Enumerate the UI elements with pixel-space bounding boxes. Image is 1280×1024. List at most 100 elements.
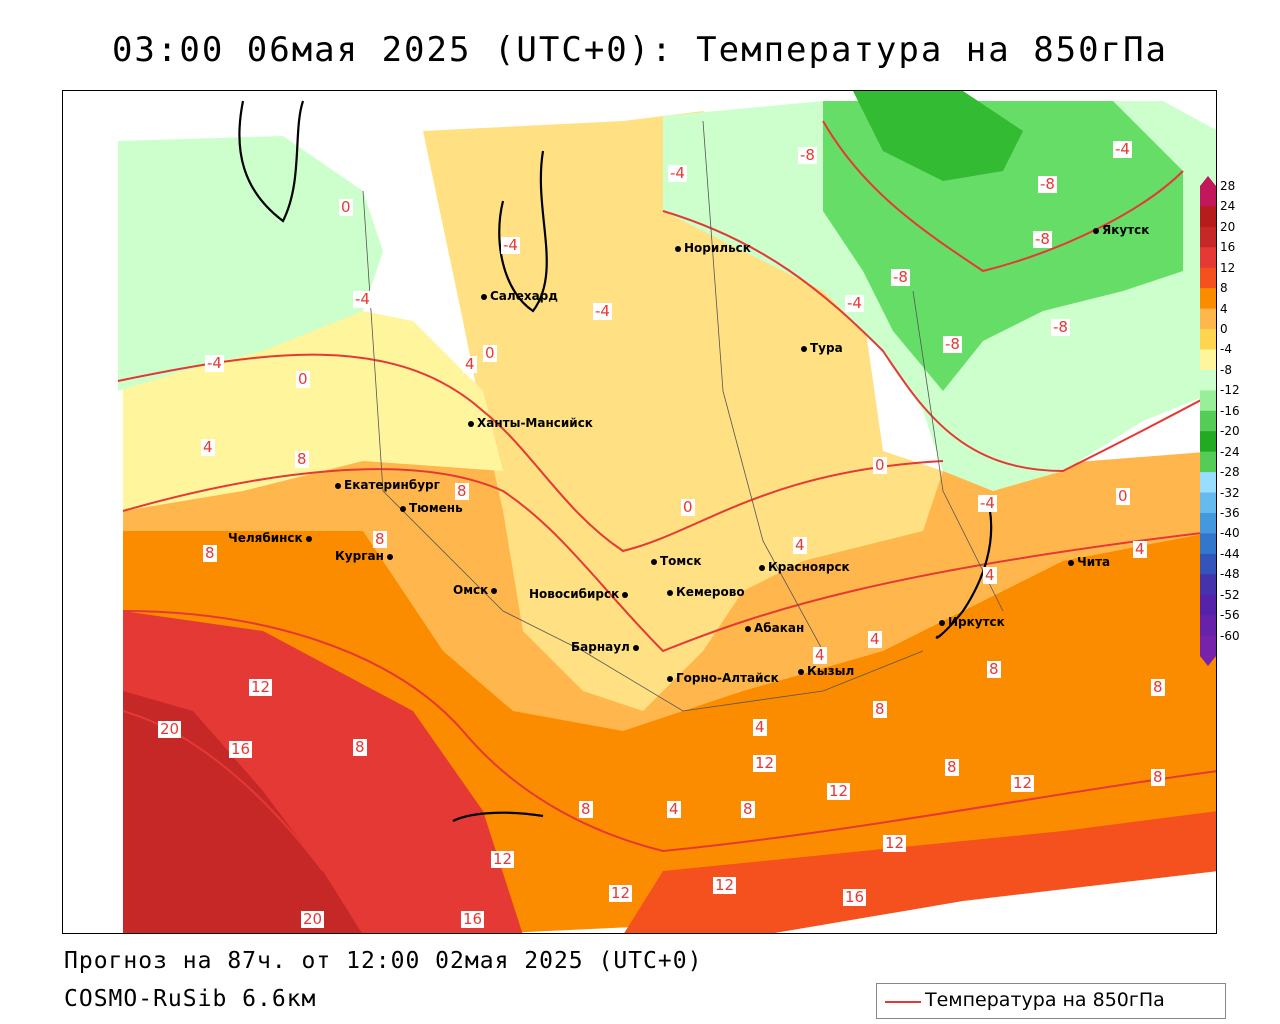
contour-label: 0 bbox=[483, 345, 497, 362]
colorbar-tick-label: -60 bbox=[1220, 630, 1240, 642]
colorbar-swatch bbox=[1200, 227, 1216, 248]
colorbar-tick-label: 24 bbox=[1220, 200, 1235, 212]
contour-label: -4 bbox=[978, 495, 997, 512]
colorbar-tick-label: -8 bbox=[1220, 364, 1232, 376]
colorbar bbox=[1200, 176, 1216, 666]
city-norilsk: Норильск bbox=[675, 241, 751, 255]
contour-label: -4 bbox=[845, 295, 864, 312]
colorbar-swatch bbox=[1200, 390, 1216, 411]
contour-label: 4 bbox=[201, 439, 215, 456]
colorbar-tick-label: -52 bbox=[1220, 589, 1240, 601]
city-barnaul: Барнаул bbox=[571, 640, 642, 654]
city-chita: Чита bbox=[1068, 555, 1110, 569]
colorbar-tick-label: 4 bbox=[1220, 303, 1228, 315]
city-krasnoyarsk: Красноярск bbox=[759, 560, 850, 574]
contour-label: -8 bbox=[1051, 319, 1070, 336]
contour-label: 8 bbox=[373, 531, 387, 548]
forecast-info: Прогноз на 87ч. от 12:00 02мая 2025 (UTC… bbox=[64, 948, 702, 974]
city-tura: Тура bbox=[801, 341, 843, 355]
contour-label: 4 bbox=[983, 567, 997, 584]
colorbar-swatch bbox=[1200, 288, 1216, 309]
contour-label: 0 bbox=[296, 371, 310, 388]
colorbar-tick-label: -32 bbox=[1220, 487, 1240, 499]
contour-label: -8 bbox=[1033, 231, 1052, 248]
contour-label: 12 bbox=[609, 885, 632, 902]
contour-label: -8 bbox=[943, 336, 962, 353]
city-omsk: Омск bbox=[453, 583, 500, 597]
colorbar-swatch bbox=[1200, 615, 1216, 636]
contour-label: 16 bbox=[229, 741, 252, 758]
contour-label: -4 bbox=[353, 291, 372, 308]
contour-label: -8 bbox=[798, 147, 817, 164]
colorbar-swatch bbox=[1200, 268, 1216, 289]
contour-label: -4 bbox=[1113, 141, 1132, 158]
colorbar-top-arrow bbox=[1200, 176, 1216, 186]
contour-label: 4 bbox=[753, 719, 767, 736]
city-gorno-altaysk: Горно-Алтайск bbox=[667, 671, 779, 685]
temperature-field bbox=[63, 91, 1217, 934]
colorbar-tick-label: -44 bbox=[1220, 548, 1240, 560]
city-kurgan: Курган bbox=[335, 549, 396, 563]
city-chelyabinsk: Челябинск bbox=[228, 531, 315, 545]
contour-label: 4 bbox=[463, 356, 477, 373]
colorbar-swatch bbox=[1200, 349, 1216, 370]
contour-label: 8 bbox=[455, 483, 469, 500]
map-area[interactable]: Норильск Якутск Салехард Тура Ханты-Манс… bbox=[62, 90, 1217, 934]
city-tyumen: Тюмень bbox=[400, 501, 463, 515]
city-salekhard: Салехард bbox=[481, 289, 558, 303]
contour-label: 0 bbox=[873, 457, 887, 474]
city-novosibirsk: Новосибирск bbox=[529, 587, 631, 601]
contour-label: 12 bbox=[827, 783, 850, 800]
colorbar-tick-label: -48 bbox=[1220, 568, 1240, 580]
colorbar-swatch bbox=[1200, 574, 1216, 595]
colorbar-swatch bbox=[1200, 206, 1216, 227]
colorbar-swatch bbox=[1200, 247, 1216, 268]
model-name: COSMO-RuSib 6.6км bbox=[64, 986, 316, 1012]
colorbar-swatch bbox=[1200, 309, 1216, 330]
legend-line-label: Температура на 850гПа bbox=[925, 989, 1165, 1011]
contour-label: 4 bbox=[667, 801, 681, 818]
contour-label: 12 bbox=[1011, 775, 1034, 792]
city-kyzyl: Кызыл bbox=[798, 664, 854, 678]
colorbar-swatch bbox=[1200, 452, 1216, 473]
colorbar-bottom-arrow bbox=[1200, 656, 1216, 666]
colorbar-tick-label: 16 bbox=[1220, 241, 1235, 253]
city-kemerovo: Кемерово bbox=[667, 585, 745, 599]
contour-label: 8 bbox=[295, 451, 309, 468]
colorbar-swatch bbox=[1200, 472, 1216, 493]
colorbar-swatch bbox=[1200, 329, 1216, 350]
colorbar-swatch bbox=[1200, 431, 1216, 452]
colorbar-swatch bbox=[1200, 493, 1216, 514]
colorbar-swatch bbox=[1200, 186, 1216, 207]
contour-label: 16 bbox=[843, 889, 866, 906]
contour-label: 8 bbox=[741, 801, 755, 818]
contour-label: 4 bbox=[793, 537, 807, 554]
contour-label: 8 bbox=[353, 739, 367, 756]
colorbar-tick-label: -20 bbox=[1220, 425, 1240, 437]
colorbar-swatch bbox=[1200, 533, 1216, 554]
colorbar-tick-label: -12 bbox=[1220, 384, 1240, 396]
city-irkutsk: Иркутск bbox=[939, 615, 1005, 629]
map-title: 03:00 06мая 2025 (UTC+0): Температура на… bbox=[0, 30, 1280, 70]
contour-label: -8 bbox=[1038, 176, 1057, 193]
colorbar-swatch bbox=[1200, 554, 1216, 575]
contour-label: 8 bbox=[1151, 769, 1165, 786]
contour-label: -4 bbox=[668, 165, 687, 182]
city-yekaterinburg: Екатеринбург bbox=[335, 478, 440, 492]
city-tomsk: Томск bbox=[651, 554, 702, 568]
contour-label: 8 bbox=[579, 801, 593, 818]
colorbar-swatch bbox=[1200, 636, 1216, 657]
colorbar-tick-label: 8 bbox=[1220, 282, 1228, 294]
colorbar-swatch bbox=[1200, 370, 1216, 391]
colorbar-tick-label: -36 bbox=[1220, 507, 1240, 519]
contour-label: -8 bbox=[891, 269, 910, 286]
contour-label: 0 bbox=[681, 499, 695, 516]
legend-line-swatch bbox=[885, 1001, 921, 1003]
colorbar-tick-label: 12 bbox=[1220, 262, 1235, 274]
contour-label: 0 bbox=[1116, 488, 1130, 505]
contour-label: 12 bbox=[713, 877, 736, 894]
colorbar-tick-label: -16 bbox=[1220, 405, 1240, 417]
contour-label: 12 bbox=[491, 851, 514, 868]
contour-label: 4 bbox=[813, 647, 827, 664]
contour-label: 20 bbox=[301, 911, 324, 928]
